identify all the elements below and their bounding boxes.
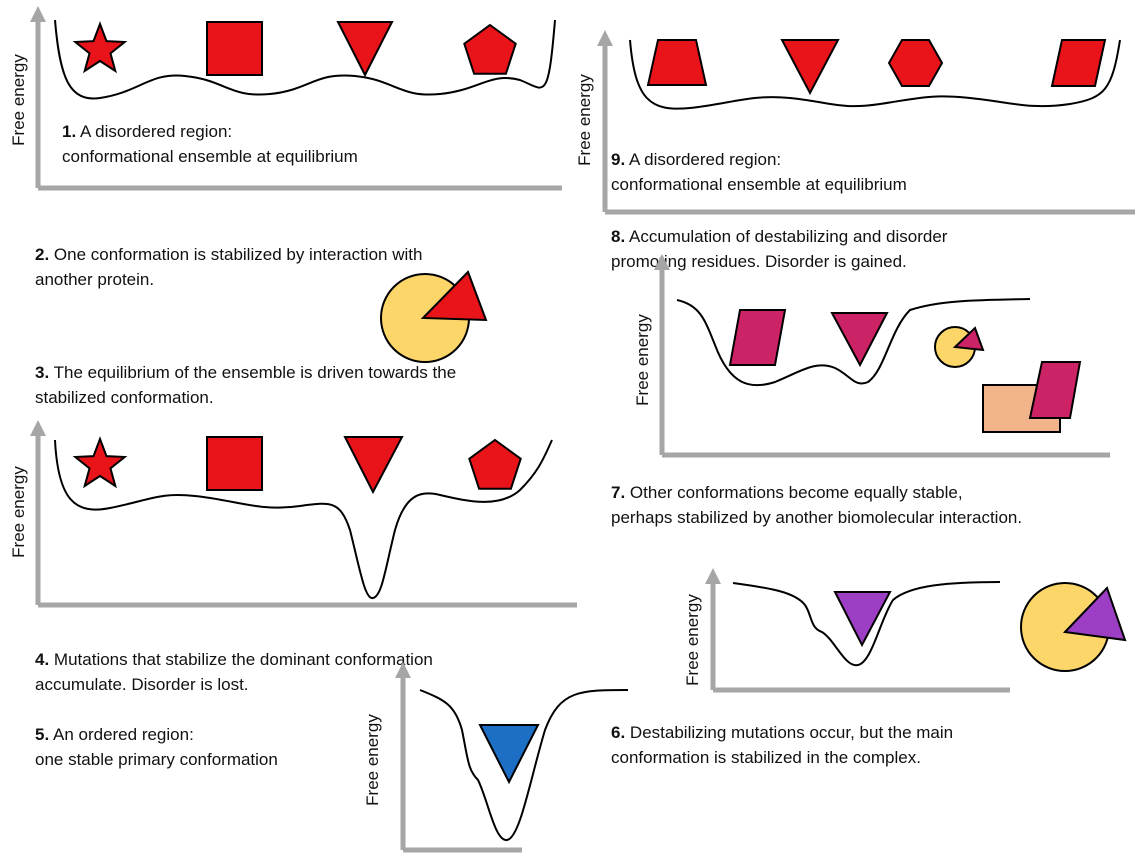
- panel-7: Free energy: [683, 576, 1125, 690]
- panel-8: Free energy: [633, 262, 1110, 455]
- star: [75, 24, 124, 71]
- step-text: another protein.: [35, 270, 154, 289]
- text-part: 8.: [611, 227, 625, 246]
- step-text: accumulate. Disorder is lost.: [35, 675, 249, 694]
- star: [75, 439, 124, 486]
- step-text: 2. One conformation is stabilized by int…: [35, 245, 422, 264]
- panel-9: Free energy 9. A disordered region: conf…: [575, 38, 1135, 212]
- step-text: stabilized conformation.: [35, 388, 214, 407]
- step-text: conformational ensemble at equilibrium: [611, 175, 907, 194]
- step-text: 1. A disordered region:: [62, 122, 232, 141]
- step-text: promoting residues. Disorder is gained.: [611, 252, 907, 271]
- axis-label: Free energy: [9, 54, 28, 146]
- step-text: 5. An ordered region:: [35, 725, 194, 744]
- text-part: A disordered region:: [629, 150, 781, 169]
- axis-label: Free energy: [9, 466, 28, 558]
- step-text: 6. Destabilizing mutations occur, but th…: [611, 723, 953, 742]
- square: [207, 22, 262, 75]
- text-part: Other conformations become equally stabl…: [630, 483, 963, 502]
- text-part: 5.: [35, 725, 49, 744]
- diagram: Free energy 1. A disordered region: conf…: [0, 0, 1135, 853]
- text-part: 4.: [35, 650, 49, 669]
- panel-3: Free energy: [9, 428, 577, 605]
- parallelogram: [1030, 362, 1080, 418]
- energy-curve: [420, 690, 628, 840]
- triangle: [832, 313, 887, 365]
- step-text: conformation is stabilized in the comple…: [611, 748, 921, 767]
- step-text: 4. Mutations that stabilize the dominant…: [35, 650, 433, 669]
- hexagon: [889, 40, 942, 86]
- text-part: 7.: [611, 483, 625, 502]
- step-text: 8. Accumulation of destabilizing and dis…: [611, 227, 948, 246]
- text-part: 9.: [611, 150, 625, 169]
- step-text: 7. Other conformations become equally st…: [611, 483, 963, 502]
- step-text: perhaps stabilized by another biomolecul…: [611, 508, 1022, 527]
- text-part: The equilibrium of the ensemble is drive…: [54, 363, 457, 382]
- parallelogram: [730, 310, 785, 365]
- step-text: one stable primary conformation: [35, 750, 278, 769]
- parallelogram: [1052, 40, 1105, 86]
- axis-label: Free energy: [683, 594, 702, 686]
- text-part: 6.: [611, 723, 625, 742]
- pentagon: [469, 440, 520, 489]
- text-part: 1.: [62, 122, 76, 141]
- triangle: [345, 437, 402, 492]
- text-part: One conformation is stabilized by intera…: [54, 245, 423, 264]
- axis-label: Free energy: [633, 314, 652, 406]
- triangle: [480, 725, 538, 782]
- text-part: A disordered region:: [80, 122, 232, 141]
- step-text: 9. A disordered region:: [611, 150, 781, 169]
- text-part: Destabilizing mutations occur, but the m…: [630, 723, 953, 742]
- axis-label: Free energy: [363, 714, 382, 806]
- triangle: [835, 592, 890, 645]
- step-text: conformational ensemble at equilibrium: [62, 147, 358, 166]
- square: [207, 437, 262, 490]
- text-part: An ordered region:: [53, 725, 194, 744]
- step-text: 3. The equilibrium of the ensemble is dr…: [35, 363, 456, 382]
- text-part: Mutations that stabilize the dominant co…: [54, 650, 433, 669]
- triangle: [782, 40, 838, 93]
- text-part: 3.: [35, 363, 49, 382]
- panel-1: Free energy 1. A disordered region: conf…: [9, 14, 562, 188]
- text-part: Accumulation of destabilizing and disord…: [629, 227, 948, 246]
- pentagon: [464, 25, 515, 74]
- triangle: [338, 22, 392, 75]
- trapezoid: [648, 40, 706, 85]
- axis-label: Free energy: [575, 74, 594, 166]
- text-part: 2.: [35, 245, 49, 264]
- panel-5: Free energy: [363, 670, 628, 850]
